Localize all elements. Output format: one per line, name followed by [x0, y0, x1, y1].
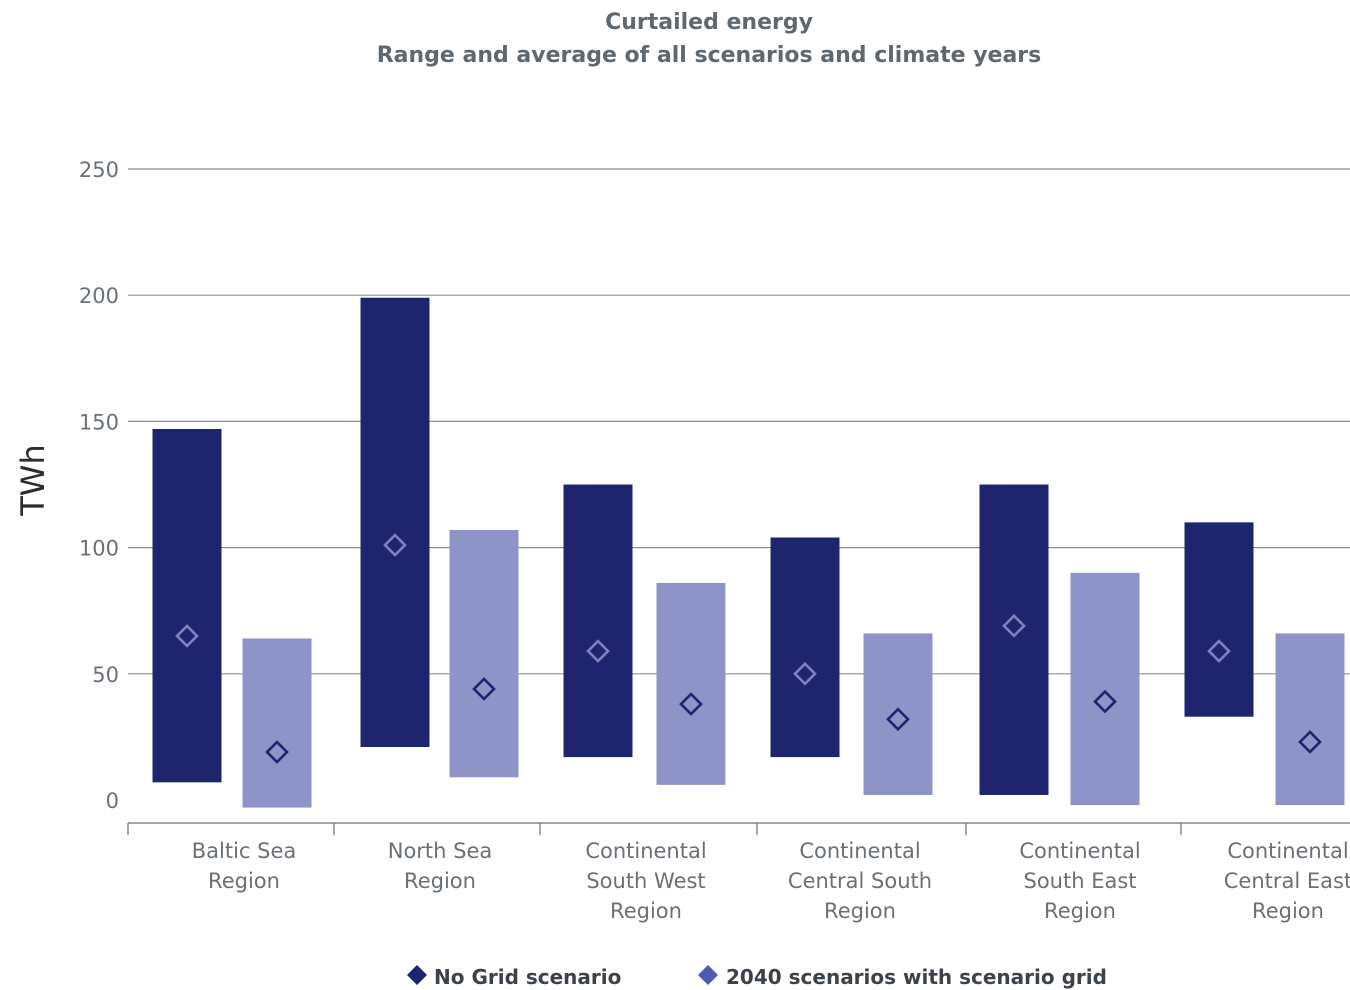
y-tick-label-200: 200: [79, 284, 119, 308]
range-bar-s0-c2: [563, 484, 633, 758]
category-label-line: Region: [610, 899, 682, 923]
category-label-line: Central East: [1224, 869, 1350, 893]
average-marker-s0-c5: [1207, 639, 1231, 663]
y-tick-label-0: 0: [106, 789, 119, 813]
category-label-line: Continental: [799, 839, 920, 863]
category-label-line: Region: [824, 899, 896, 923]
average-marker-s0-c1: [383, 533, 407, 557]
category-label-line: Region: [1252, 899, 1324, 923]
average-marker-s1-c5: [1298, 730, 1322, 754]
category-label-0: Baltic Sea Region: [192, 839, 297, 893]
range-bar-s1-c5: [1275, 633, 1345, 806]
average-marker-s1-c1: [472, 677, 496, 701]
y-tick-label-100: 100: [79, 537, 119, 561]
average-marker-s1-c2: [679, 692, 703, 716]
category-label-line: Baltic Sea: [192, 839, 297, 863]
average-marker-s0-c2: [586, 639, 610, 663]
y-tick-label-150: 150: [79, 410, 119, 434]
category-label-4: Continental South East Region: [1019, 839, 1140, 923]
range-bar-s0-c0: [152, 428, 222, 783]
legend-label-0: No Grid scenario: [434, 965, 621, 989]
category-label-line: Region: [208, 869, 280, 893]
range-bar-s0-c4: [979, 484, 1049, 795]
range-bar-s1-c4: [1070, 572, 1140, 806]
average-marker-s1-c3: [886, 707, 910, 732]
range-bar-s1-c2: [656, 582, 726, 785]
gridlines: 0 50 100 150 200 250: [79, 158, 1350, 813]
range-bar-s1-c1: [449, 529, 519, 778]
category-label-line: North Sea: [388, 839, 493, 863]
average-markers: [175, 533, 1322, 764]
legend-marker-1: [698, 965, 718, 985]
legend-marker-0: [407, 965, 427, 985]
chart-subtitle: Range and average of all scenarios and c…: [377, 43, 1042, 68]
range-bar-s0-c5: [1184, 522, 1254, 717]
category-label-1: North Sea Region: [388, 839, 493, 893]
category-label-2: Continental South West Region: [585, 839, 706, 923]
range-bar-s0-c3: [770, 537, 840, 758]
chart-title: Curtailed energy: [605, 10, 813, 35]
category-label-line: Region: [1044, 899, 1116, 923]
range-bar-s1-c3: [863, 633, 933, 795]
category-label-line: Continental: [1019, 839, 1140, 863]
average-marker-s0-c4: [1002, 614, 1026, 638]
category-label-line: Continental: [585, 839, 706, 863]
average-marker-s0-c3: [793, 661, 817, 686]
average-marker-s1-c4: [1093, 689, 1117, 714]
category-label-line: South West: [586, 869, 705, 893]
range-bar-s0-c1: [360, 297, 430, 747]
category-label-line: Continental: [1227, 839, 1348, 863]
range-bar-s1-c0: [242, 638, 312, 808]
range-bars: [152, 297, 1345, 808]
legend: No Grid scenario 2040 scenarios with scen…: [407, 965, 1107, 989]
average-marker-s0-c0: [175, 624, 199, 648]
category-label-line: Region: [404, 869, 476, 893]
y-axis-label: TWh: [14, 444, 52, 516]
category-label-line: Central South: [788, 869, 932, 893]
y-tick-label-50: 50: [92, 663, 119, 687]
category-label-3: Continental Central South Region: [788, 839, 932, 923]
y-tick-label-250: 250: [79, 158, 119, 182]
average-marker-s1-c0: [265, 740, 289, 764]
category-label-5: Continental Central East Region: [1224, 839, 1350, 923]
category-label-line: South East: [1023, 869, 1136, 893]
legend-label-1: 2040 scenarios with scenario grid: [726, 965, 1107, 989]
